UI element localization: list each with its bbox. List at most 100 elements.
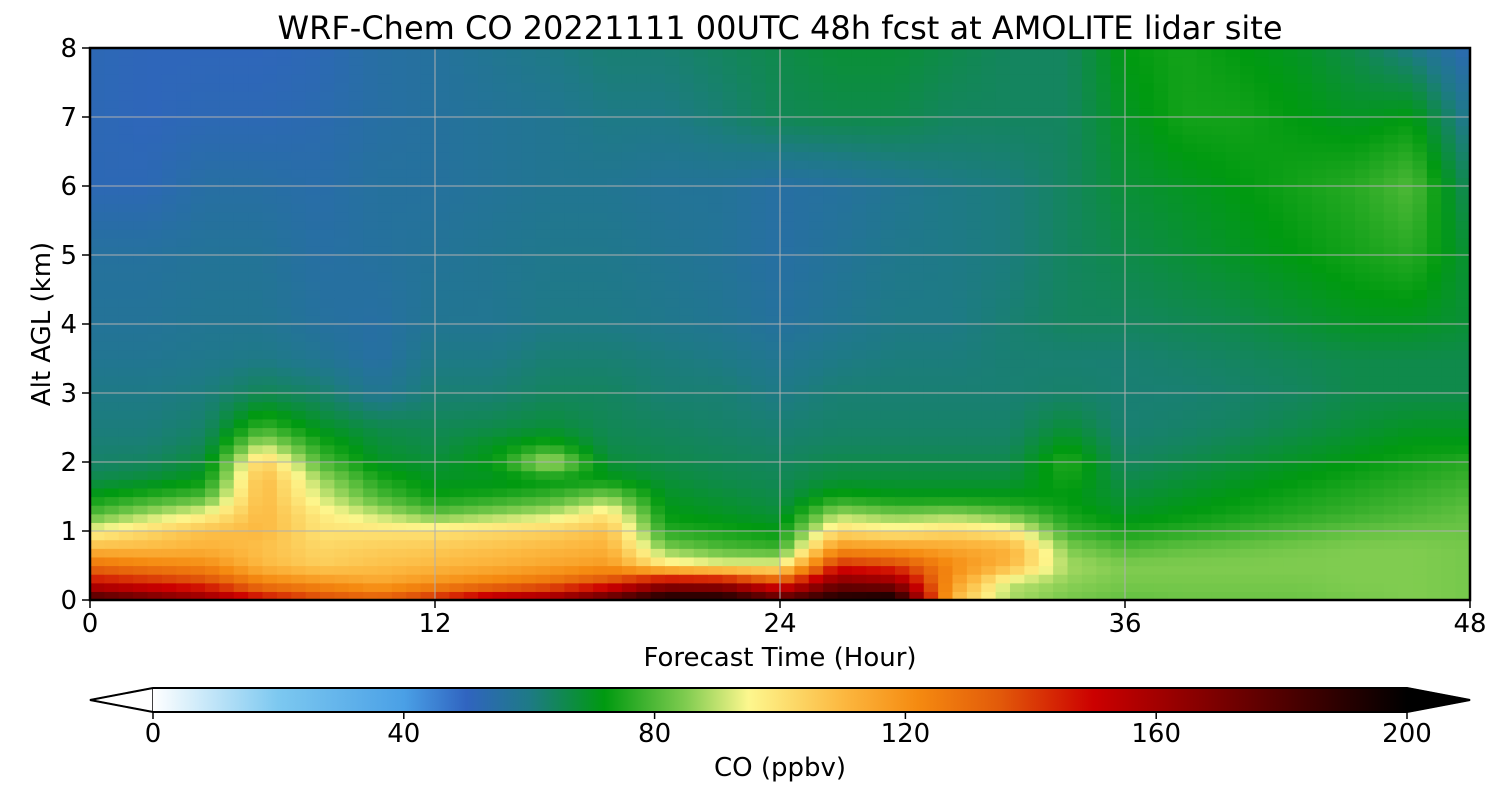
heatmap-cell xyxy=(1053,591,1069,600)
heatmap-cell xyxy=(1455,470,1470,480)
heatmap-cell xyxy=(636,306,652,316)
heatmap-cell xyxy=(1340,237,1356,247)
heatmap-cell xyxy=(1311,487,1327,498)
heatmap-cell xyxy=(391,168,407,178)
heatmap-cell xyxy=(492,505,508,515)
heatmap-cell xyxy=(751,151,767,161)
heatmap-cell xyxy=(1211,341,1227,351)
heatmap-cell xyxy=(1412,306,1428,316)
heatmap-cell xyxy=(391,505,407,515)
heatmap-cell xyxy=(607,565,623,575)
heatmap-cell xyxy=(1340,358,1356,368)
heatmap-cell xyxy=(305,444,321,454)
heatmap-cell xyxy=(1125,263,1140,273)
heatmap-cell xyxy=(1096,470,1112,480)
heatmap-cell xyxy=(320,358,335,368)
heatmap-cell xyxy=(665,358,680,368)
heatmap-cell xyxy=(880,582,896,592)
heatmap-cell xyxy=(823,487,839,498)
heatmap-cell xyxy=(679,522,695,532)
heatmap-cell xyxy=(1053,324,1069,334)
heatmap-cell xyxy=(1225,556,1241,567)
heatmap-cell xyxy=(1254,470,1270,480)
heatmap-cell xyxy=(607,203,623,213)
heatmap-cell xyxy=(478,401,494,411)
heatmap-cell xyxy=(550,263,565,273)
heatmap-cell xyxy=(564,194,580,204)
heatmap-cell xyxy=(1311,513,1327,523)
heatmap-cell xyxy=(348,453,364,463)
heatmap-cell xyxy=(1398,556,1414,567)
heatmap-cell xyxy=(593,168,609,178)
heatmap-cell xyxy=(348,436,364,446)
heatmap-cell xyxy=(478,315,494,325)
heatmap-cell xyxy=(1153,229,1169,239)
heatmap-cell xyxy=(233,272,249,282)
heatmap-cell xyxy=(1125,341,1140,351)
heatmap-cell xyxy=(1441,160,1457,170)
heatmap-cell xyxy=(1268,280,1284,291)
heatmap-cell xyxy=(1196,358,1212,368)
heatmap-cell xyxy=(535,444,551,454)
heatmap-cell xyxy=(90,272,105,282)
heatmap-cell xyxy=(1081,160,1097,170)
heatmap-cell xyxy=(794,229,810,239)
heatmap-cell xyxy=(564,263,580,273)
heatmap-cell xyxy=(708,393,724,403)
heatmap-cell xyxy=(320,151,335,161)
heatmap-cell xyxy=(736,341,752,351)
heatmap-cell xyxy=(291,306,307,316)
heatmap-cell xyxy=(248,548,264,558)
heatmap-cell xyxy=(1441,410,1457,420)
heatmap-cell xyxy=(262,453,278,463)
heatmap-cell xyxy=(923,237,939,247)
heatmap-cell xyxy=(1326,513,1342,523)
heatmap-cell xyxy=(276,393,292,403)
heatmap-cell xyxy=(751,168,767,178)
heatmap-cell xyxy=(377,462,393,472)
heatmap-cell xyxy=(190,393,206,403)
heatmap-cell xyxy=(708,436,724,446)
heatmap-cell xyxy=(736,177,752,187)
heatmap-cell xyxy=(1369,220,1385,230)
heatmap-cell xyxy=(751,496,767,506)
heatmap-cell xyxy=(1441,272,1457,282)
heatmap-cell xyxy=(564,324,580,334)
heatmap-cell xyxy=(808,453,824,463)
heatmap-cell xyxy=(420,211,436,222)
heatmap-cell xyxy=(1196,470,1212,480)
heatmap-cell xyxy=(248,289,264,299)
heatmap-cell xyxy=(823,436,839,446)
heatmap-cell xyxy=(320,367,335,377)
heatmap-cell xyxy=(1340,246,1356,256)
heatmap-cell xyxy=(291,289,307,299)
heatmap-cell xyxy=(1254,427,1270,437)
heatmap-cell xyxy=(966,255,982,265)
heatmap-cell xyxy=(1053,168,1069,178)
heatmap-cell xyxy=(938,539,954,549)
heatmap-cell xyxy=(190,237,206,247)
heatmap-cell xyxy=(478,487,494,498)
heatmap-cell xyxy=(1268,203,1284,213)
heatmap-cell xyxy=(550,246,565,256)
heatmap-cell xyxy=(406,168,422,178)
heatmap-cell xyxy=(133,280,149,291)
heatmap-cell xyxy=(377,315,393,325)
heatmap-cell xyxy=(995,522,1011,532)
heatmap-cell xyxy=(866,401,882,411)
heatmap-cell xyxy=(895,168,910,178)
heatmap-cell xyxy=(1240,487,1255,498)
heatmap-cell xyxy=(1225,160,1241,170)
heatmap-cell xyxy=(377,289,393,299)
heatmap-cell xyxy=(1426,263,1442,273)
heatmap-cell xyxy=(1297,263,1313,273)
heatmap-cell xyxy=(1383,375,1399,385)
heatmap-cell xyxy=(90,151,105,161)
heatmap-cell xyxy=(621,462,637,472)
heatmap-cell xyxy=(492,280,508,291)
heatmap-cell xyxy=(851,272,867,282)
heatmap-cell xyxy=(1125,418,1140,429)
heatmap-cell xyxy=(406,522,422,532)
heatmap-cell xyxy=(708,582,724,592)
heatmap-cell xyxy=(233,531,249,541)
